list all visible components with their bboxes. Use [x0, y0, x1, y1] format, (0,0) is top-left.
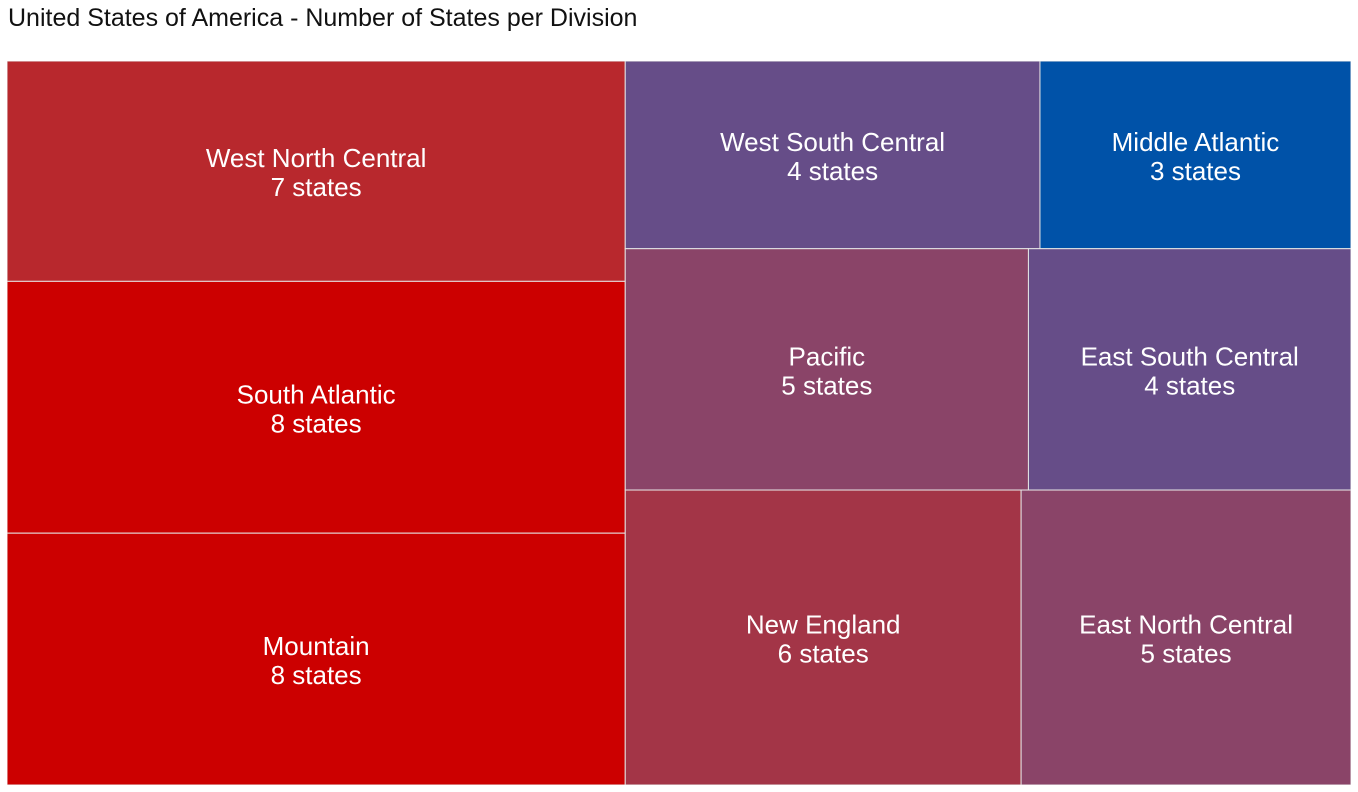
tile-value-label: 5 states: [1141, 639, 1232, 669]
tile-rect-west-north-central[interactable]: [7, 61, 626, 282]
tile-rect-west-south-central[interactable]: [624, 61, 1041, 250]
tile-name-label: West North Central: [206, 143, 427, 173]
tile-value-label: 7 states: [271, 172, 362, 202]
tile-rect-mountain[interactable]: [7, 532, 626, 785]
chart-title: United States of America - Number of Sta…: [8, 4, 638, 32]
tile-name-label: West South Central: [720, 127, 945, 157]
tile-rect-south-atlantic[interactable]: [7, 280, 626, 534]
tile-name-label: Middle Atlantic: [1112, 127, 1280, 157]
tile-value-label: 5 states: [781, 370, 872, 400]
tile-rect-middle-atlantic[interactable]: [1039, 61, 1351, 250]
tile-value-label: 4 states: [787, 156, 878, 186]
tile-rect-east-south-central[interactable]: [1027, 248, 1351, 491]
tile-value-label: 8 states: [271, 408, 362, 438]
tile-value-label: 4 states: [1144, 370, 1235, 400]
tile-rect-new-england[interactable]: [624, 489, 1022, 785]
tile-name-label: New England: [746, 610, 901, 640]
tile-name-label: Pacific: [789, 341, 866, 371]
tile-name-label: East North Central: [1079, 610, 1293, 640]
tile-value-label: 6 states: [778, 639, 869, 669]
tile-name-label: Mountain: [263, 631, 370, 661]
tile-value-label: 8 states: [271, 660, 362, 690]
tile-name-label: East South Central: [1081, 341, 1299, 371]
tile-name-label: South Atlantic: [237, 379, 396, 409]
tile-value-label: 3 states: [1150, 156, 1241, 186]
tile-rect-east-north-central[interactable]: [1020, 489, 1351, 785]
